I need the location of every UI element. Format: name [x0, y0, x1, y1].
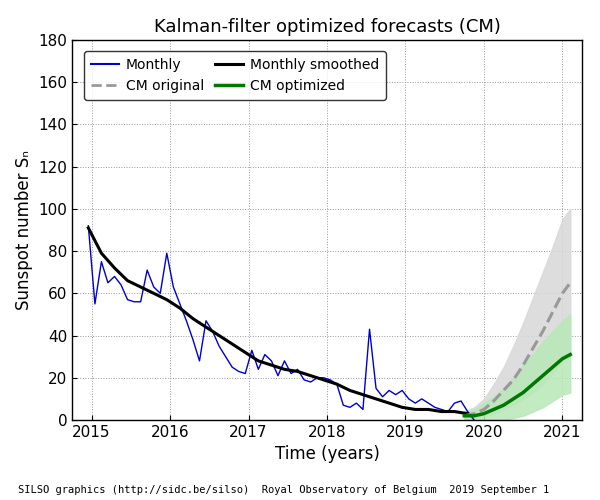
X-axis label: Time (years): Time (years) — [275, 446, 379, 464]
Title: Kalman-filter optimized forecasts (CM): Kalman-filter optimized forecasts (CM) — [154, 18, 500, 36]
Legend: Monthly, CM original, Monthly smoothed, CM optimized: Monthly, CM original, Monthly smoothed, … — [84, 50, 386, 100]
Text: SILSO graphics (http://sidc.be/silso)  Royal Observatory of Belgium  2019 Septem: SILSO graphics (http://sidc.be/silso) Ro… — [18, 485, 549, 495]
Y-axis label: Sunspot number Sₙ: Sunspot number Sₙ — [14, 150, 32, 310]
